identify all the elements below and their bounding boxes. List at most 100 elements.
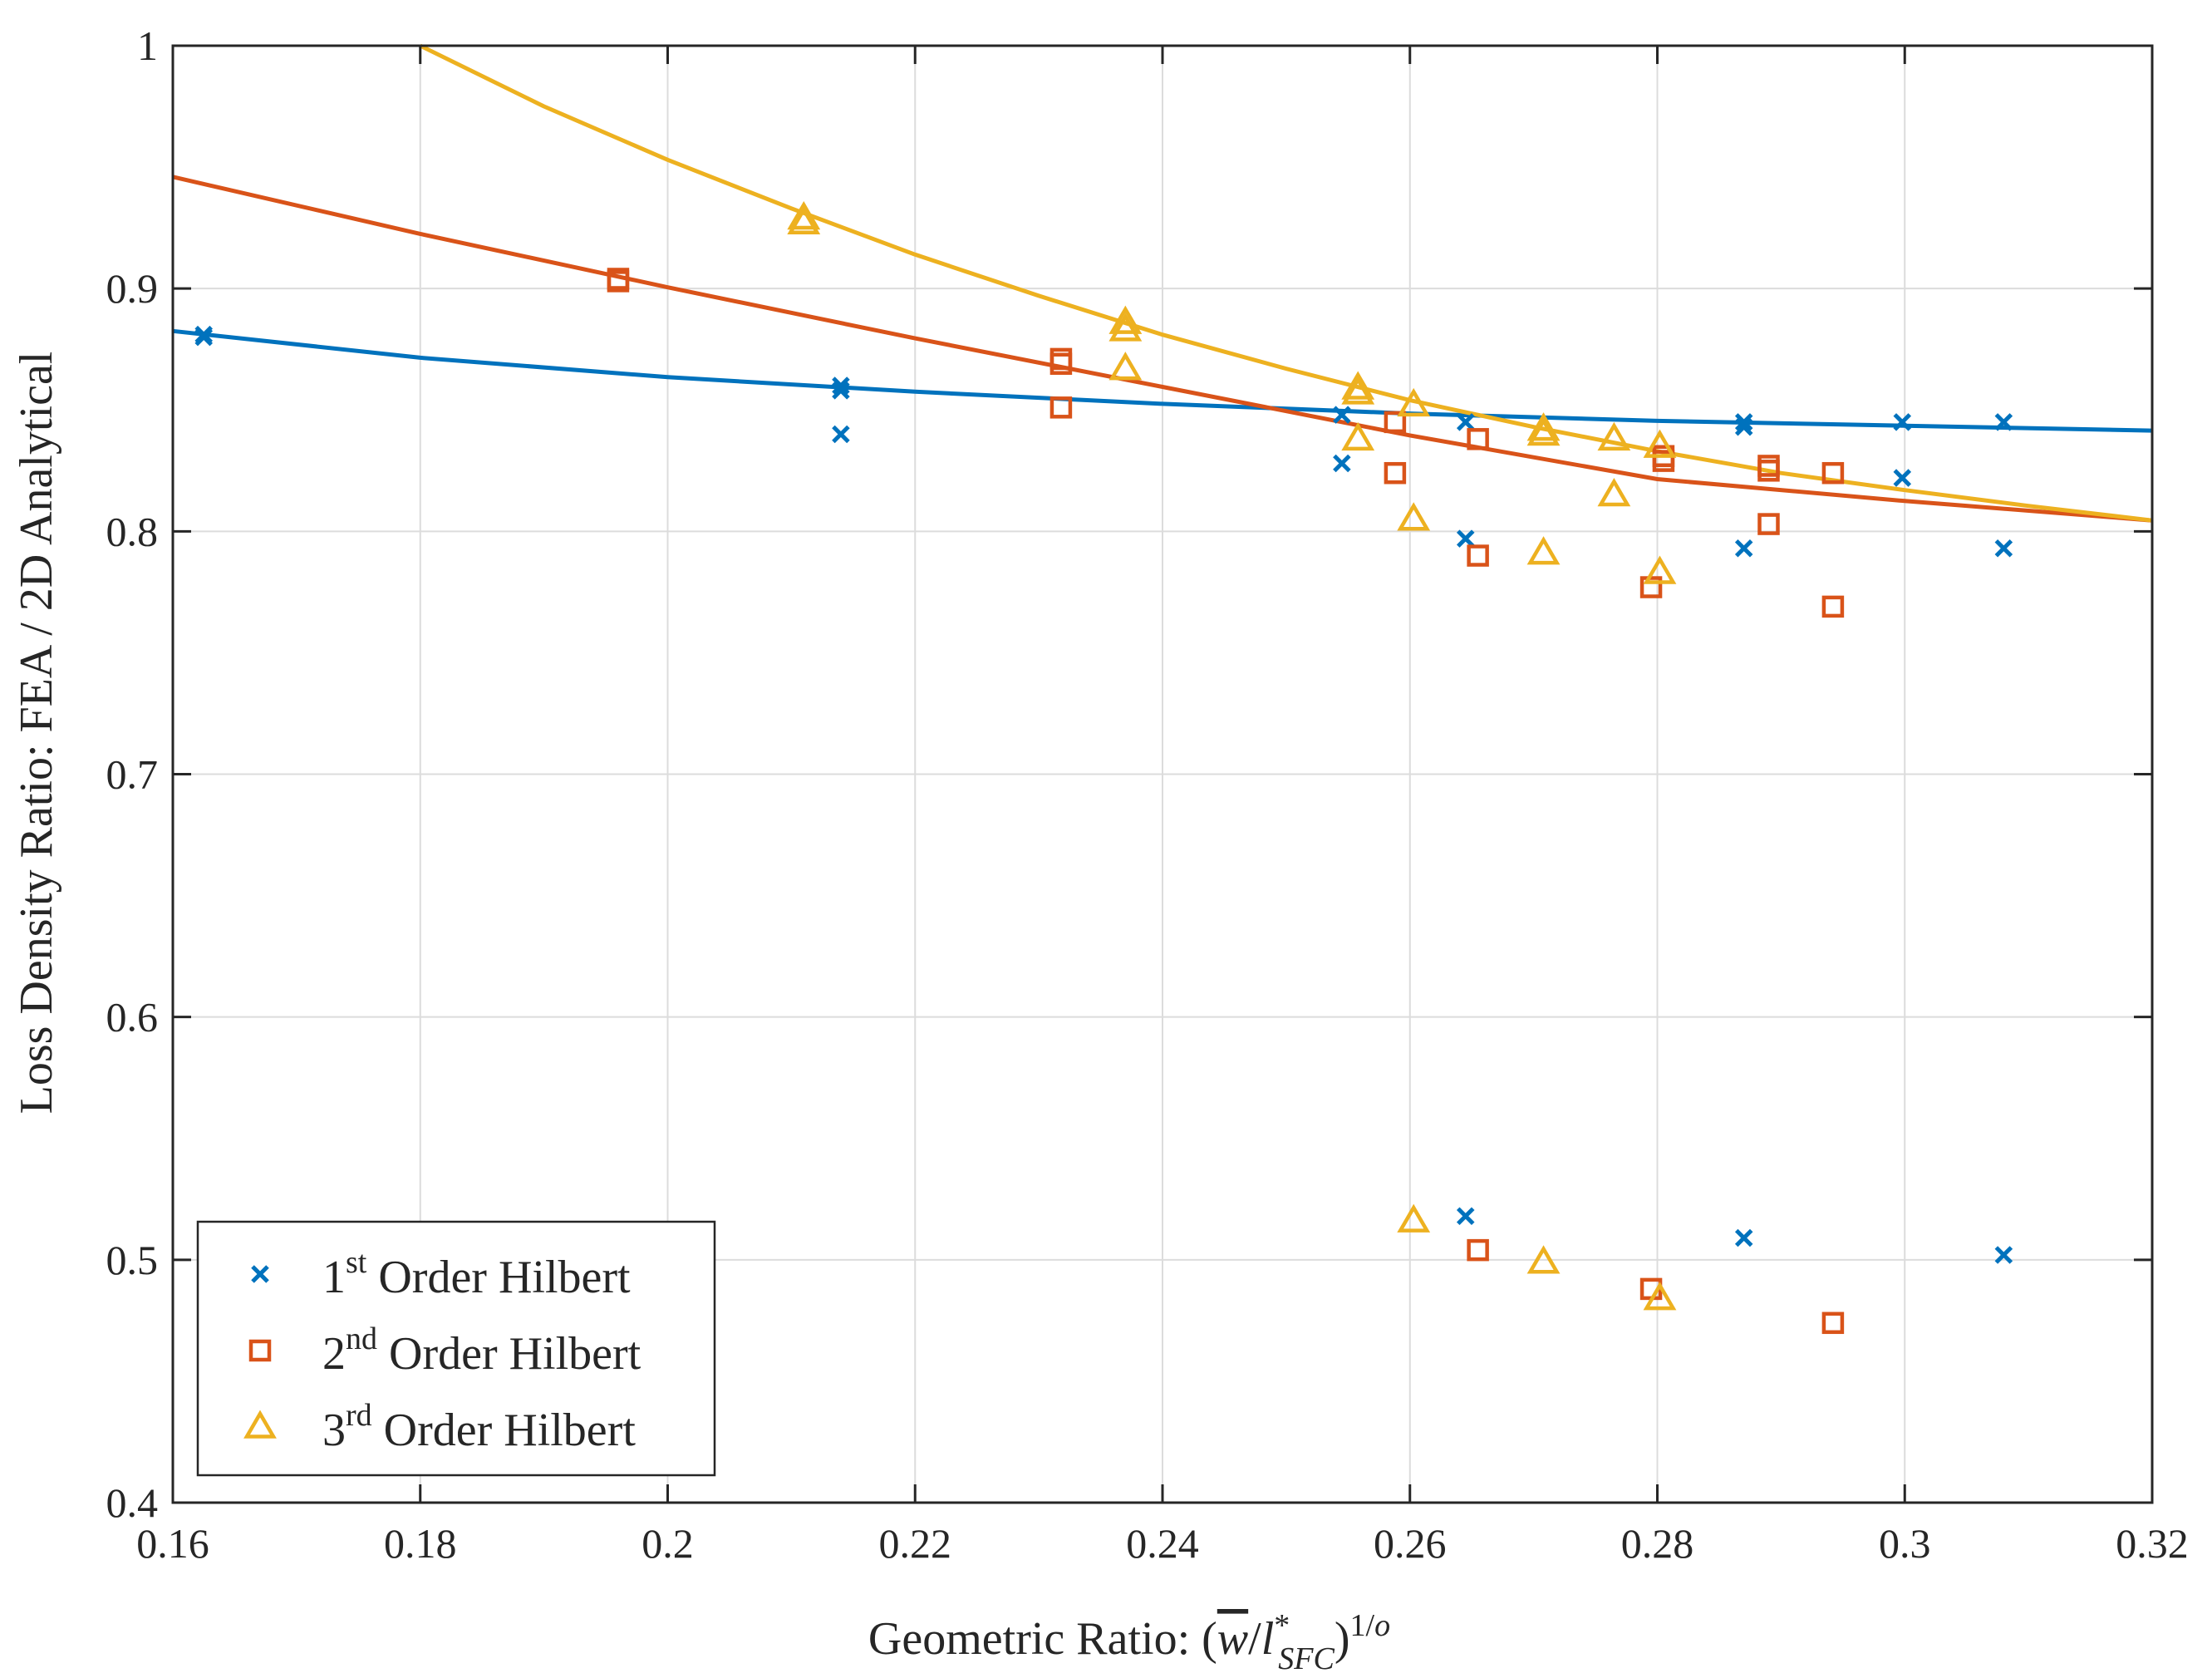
fit-line-triangle — [419, 43, 2153, 523]
data-point-triangle — [1341, 371, 1375, 400]
legend-label-text: Order Hilbert — [372, 1405, 637, 1456]
data-point-square — [1821, 461, 1845, 485]
x-axis-label-math-part: * — [1274, 1608, 1290, 1643]
data-point-square — [1639, 576, 1663, 598]
data-point-triangle — [787, 200, 821, 230]
x-axis-label-math-part: 1/ — [1350, 1608, 1375, 1643]
data-point-triangle — [1526, 412, 1561, 441]
x-axis-label-math: (w/l* SFC)1/o — [1202, 1608, 1390, 1676]
y-axis-label: Loss Density Ratio: FEA / 2D Analytical — [11, 352, 62, 1115]
legend-label-number: 2 — [322, 1328, 346, 1380]
data-point-square — [1821, 1311, 1845, 1335]
legend-label-suffix: rd — [346, 1398, 372, 1433]
x-tick-label: 0.16 — [136, 1520, 209, 1567]
data-point-x — [1734, 413, 1753, 431]
fit-line-x — [172, 328, 2153, 433]
fit-line-square — [172, 175, 2153, 523]
data-point-x — [1893, 469, 1912, 487]
x-axis-label-math-part: w — [1217, 1613, 1248, 1665]
data-markers — [194, 200, 2013, 1335]
x-tick-label: 0.26 — [1374, 1520, 1447, 1567]
data-point-square — [1467, 1238, 1489, 1262]
legend-label: 1st Order Hilbert — [322, 1245, 631, 1303]
legend-label-number: 3 — [322, 1405, 346, 1456]
data-point-triangle — [1397, 1203, 1431, 1233]
data-point-square — [1467, 428, 1489, 450]
tick-labels: 0.16 0.18 0.2 0.22 0.24 0.26 0.28 0.3 0.32 0.4 0.5… — [106, 22, 2189, 1567]
data-point-x — [1456, 529, 1475, 548]
x-tick-label: 0.22 — [879, 1520, 952, 1567]
data-point-x — [1994, 1246, 2013, 1264]
data-point-triangle — [1597, 421, 1631, 451]
data-point-x — [1994, 539, 2013, 558]
legend-label-text: Order Hilbert — [366, 1252, 631, 1303]
x-axis-label-math-part: ( — [1202, 1613, 1217, 1665]
data-point-triangle — [1526, 1245, 1561, 1274]
data-point-x — [1456, 1207, 1475, 1226]
x-axis-label-math-part: l — [1261, 1613, 1275, 1665]
data-point-x — [1893, 413, 1912, 431]
fit-curves — [172, 43, 2153, 523]
data-point-triangle — [787, 205, 821, 235]
data-point-x — [194, 327, 213, 347]
y-tick-label: 0.9 — [106, 265, 159, 312]
data-point-triangle — [1108, 352, 1143, 381]
x-tick-label: 0.28 — [1621, 1520, 1694, 1567]
data-point-triangle — [1397, 387, 1431, 417]
data-point-square — [1049, 352, 1073, 375]
y-tick-label: 0.4 — [106, 1479, 159, 1526]
data-point-triangle — [1597, 478, 1631, 507]
data-point-x — [1456, 413, 1475, 431]
x-tick-label: 0.3 — [1879, 1520, 1931, 1567]
legend-label-suffix: nd — [346, 1321, 377, 1356]
x-tick-label: 0.32 — [2116, 1520, 2189, 1567]
legend-marker-triangle — [243, 1410, 277, 1439]
x-axis-label-math-part: SFC — [1278, 1641, 1335, 1676]
data-point-triangle — [1108, 312, 1143, 342]
data-point-triangle — [1397, 502, 1431, 531]
legend-label: 3rd Order Hilbert — [322, 1398, 636, 1456]
data-point-triangle — [1108, 305, 1143, 334]
data-point-square — [1652, 450, 1675, 472]
data-point-x — [1333, 454, 1351, 473]
y-tick-label: 0.6 — [106, 994, 159, 1041]
legend-label: 2nd Order Hilbert — [322, 1321, 641, 1380]
data-point-triangle — [1643, 1282, 1677, 1311]
data-point-square — [607, 270, 630, 293]
legend-label-text: Order Hilbert — [377, 1328, 641, 1380]
legend-marker-square — [248, 1339, 272, 1362]
data-point-x — [1994, 413, 2013, 431]
x-tick-label: 0.2 — [641, 1520, 694, 1567]
data-point-triangle — [1643, 555, 1677, 584]
data-point-x — [1333, 406, 1351, 424]
data-point-x — [1734, 1228, 1753, 1247]
ticks — [171, 44, 2154, 1504]
data-point-x — [832, 425, 850, 444]
legend-marker-x — [251, 1265, 269, 1283]
data-point-x — [1734, 417, 1753, 436]
x-axis-label-math-part: ) — [1335, 1613, 1350, 1665]
data-point-square — [1384, 411, 1407, 434]
data-point-x — [1734, 539, 1753, 558]
data-point-triangle — [1643, 429, 1677, 458]
y-tick-label: 0.5 — [106, 1237, 159, 1283]
x-tick-label: 0.18 — [384, 1520, 457, 1567]
x-axis-label-math-part: o — [1374, 1608, 1390, 1643]
data-point-triangle — [1341, 376, 1375, 405]
data-point-x — [832, 376, 850, 395]
x-tick-label: 0.24 — [1126, 1520, 1199, 1567]
data-point-triangle — [1341, 421, 1375, 451]
data-point-x — [832, 381, 850, 400]
data-point-triangle — [1526, 416, 1561, 446]
data-point-square — [1821, 595, 1845, 618]
data-point-triangle — [1526, 536, 1561, 565]
y-tick-label: 0.8 — [106, 508, 159, 554]
y-tick-label: 0.7 — [106, 751, 159, 798]
data-point-square — [1757, 513, 1780, 535]
x-axis-label: Geometric Ratio: (w/l* SFC)1/o — [868, 1608, 1390, 1676]
data-point-square — [1049, 396, 1073, 419]
x-axis-label-math-part: / — [1248, 1613, 1261, 1665]
legend-label-number: 1 — [322, 1252, 346, 1303]
